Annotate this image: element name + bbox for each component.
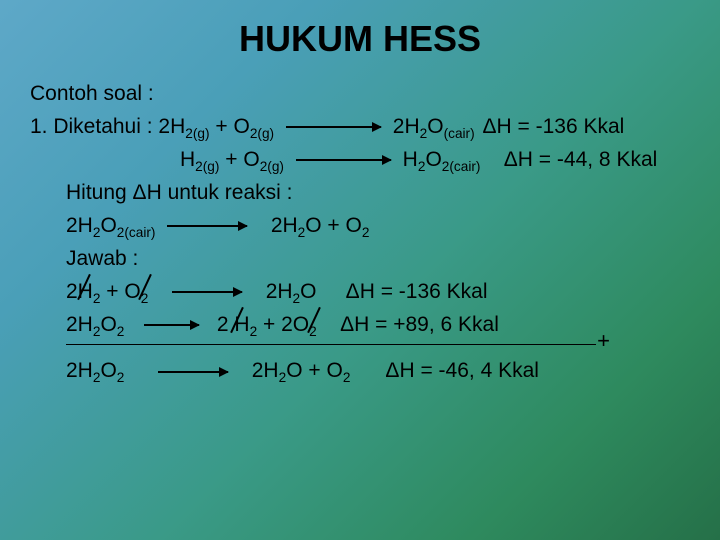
struck-term: 2H2 — [66, 276, 100, 309]
arrow-icon — [172, 291, 242, 293]
result-line: 2H2O2 2H2O + O2 ΔH = -46, 4 Kkal — [30, 355, 690, 388]
content-body: Contoh soal : 1. Diketahui : 2H2(g) + O2… — [0, 60, 720, 389]
struck-term: 2 — [141, 276, 149, 309]
hitung-label: Hitung ΔH untuk reaksi : — [30, 177, 690, 210]
equation-3: 2H2O2(cair) 2H2O + O2 — [30, 210, 690, 243]
given-label: 1. Diketahui : — [30, 115, 153, 138]
plus-icon: + — [597, 324, 610, 358]
jawab-label: Jawab : — [30, 243, 690, 276]
solution-line-1: 2H2 + O2 2H2O ΔH = -136 Kkal — [30, 276, 690, 309]
equation-1: 1. Diketahui : 2H2(g) + O2(g) 2H2O(cair)… — [30, 111, 690, 144]
intro-text: Contoh soal : — [30, 78, 690, 111]
equation-2: H2(g) + O2(g) H2O2(cair) ΔH = -44, 8 Kka… — [30, 144, 690, 177]
struck-term: 2 — [309, 309, 317, 342]
arrow-icon — [286, 126, 381, 128]
arrow-icon — [144, 324, 199, 326]
arrow-icon — [167, 225, 247, 227]
arrow-icon — [296, 159, 391, 161]
page-title: HUKUM HESS — [0, 0, 720, 60]
divider — [66, 344, 596, 345]
arrow-icon — [158, 371, 228, 373]
struck-term: 2 H2 — [217, 309, 257, 342]
solution-line-2: 2H2O2 2 H2 + 2O2 ΔH = +89, 6 Kkal — [30, 309, 690, 342]
